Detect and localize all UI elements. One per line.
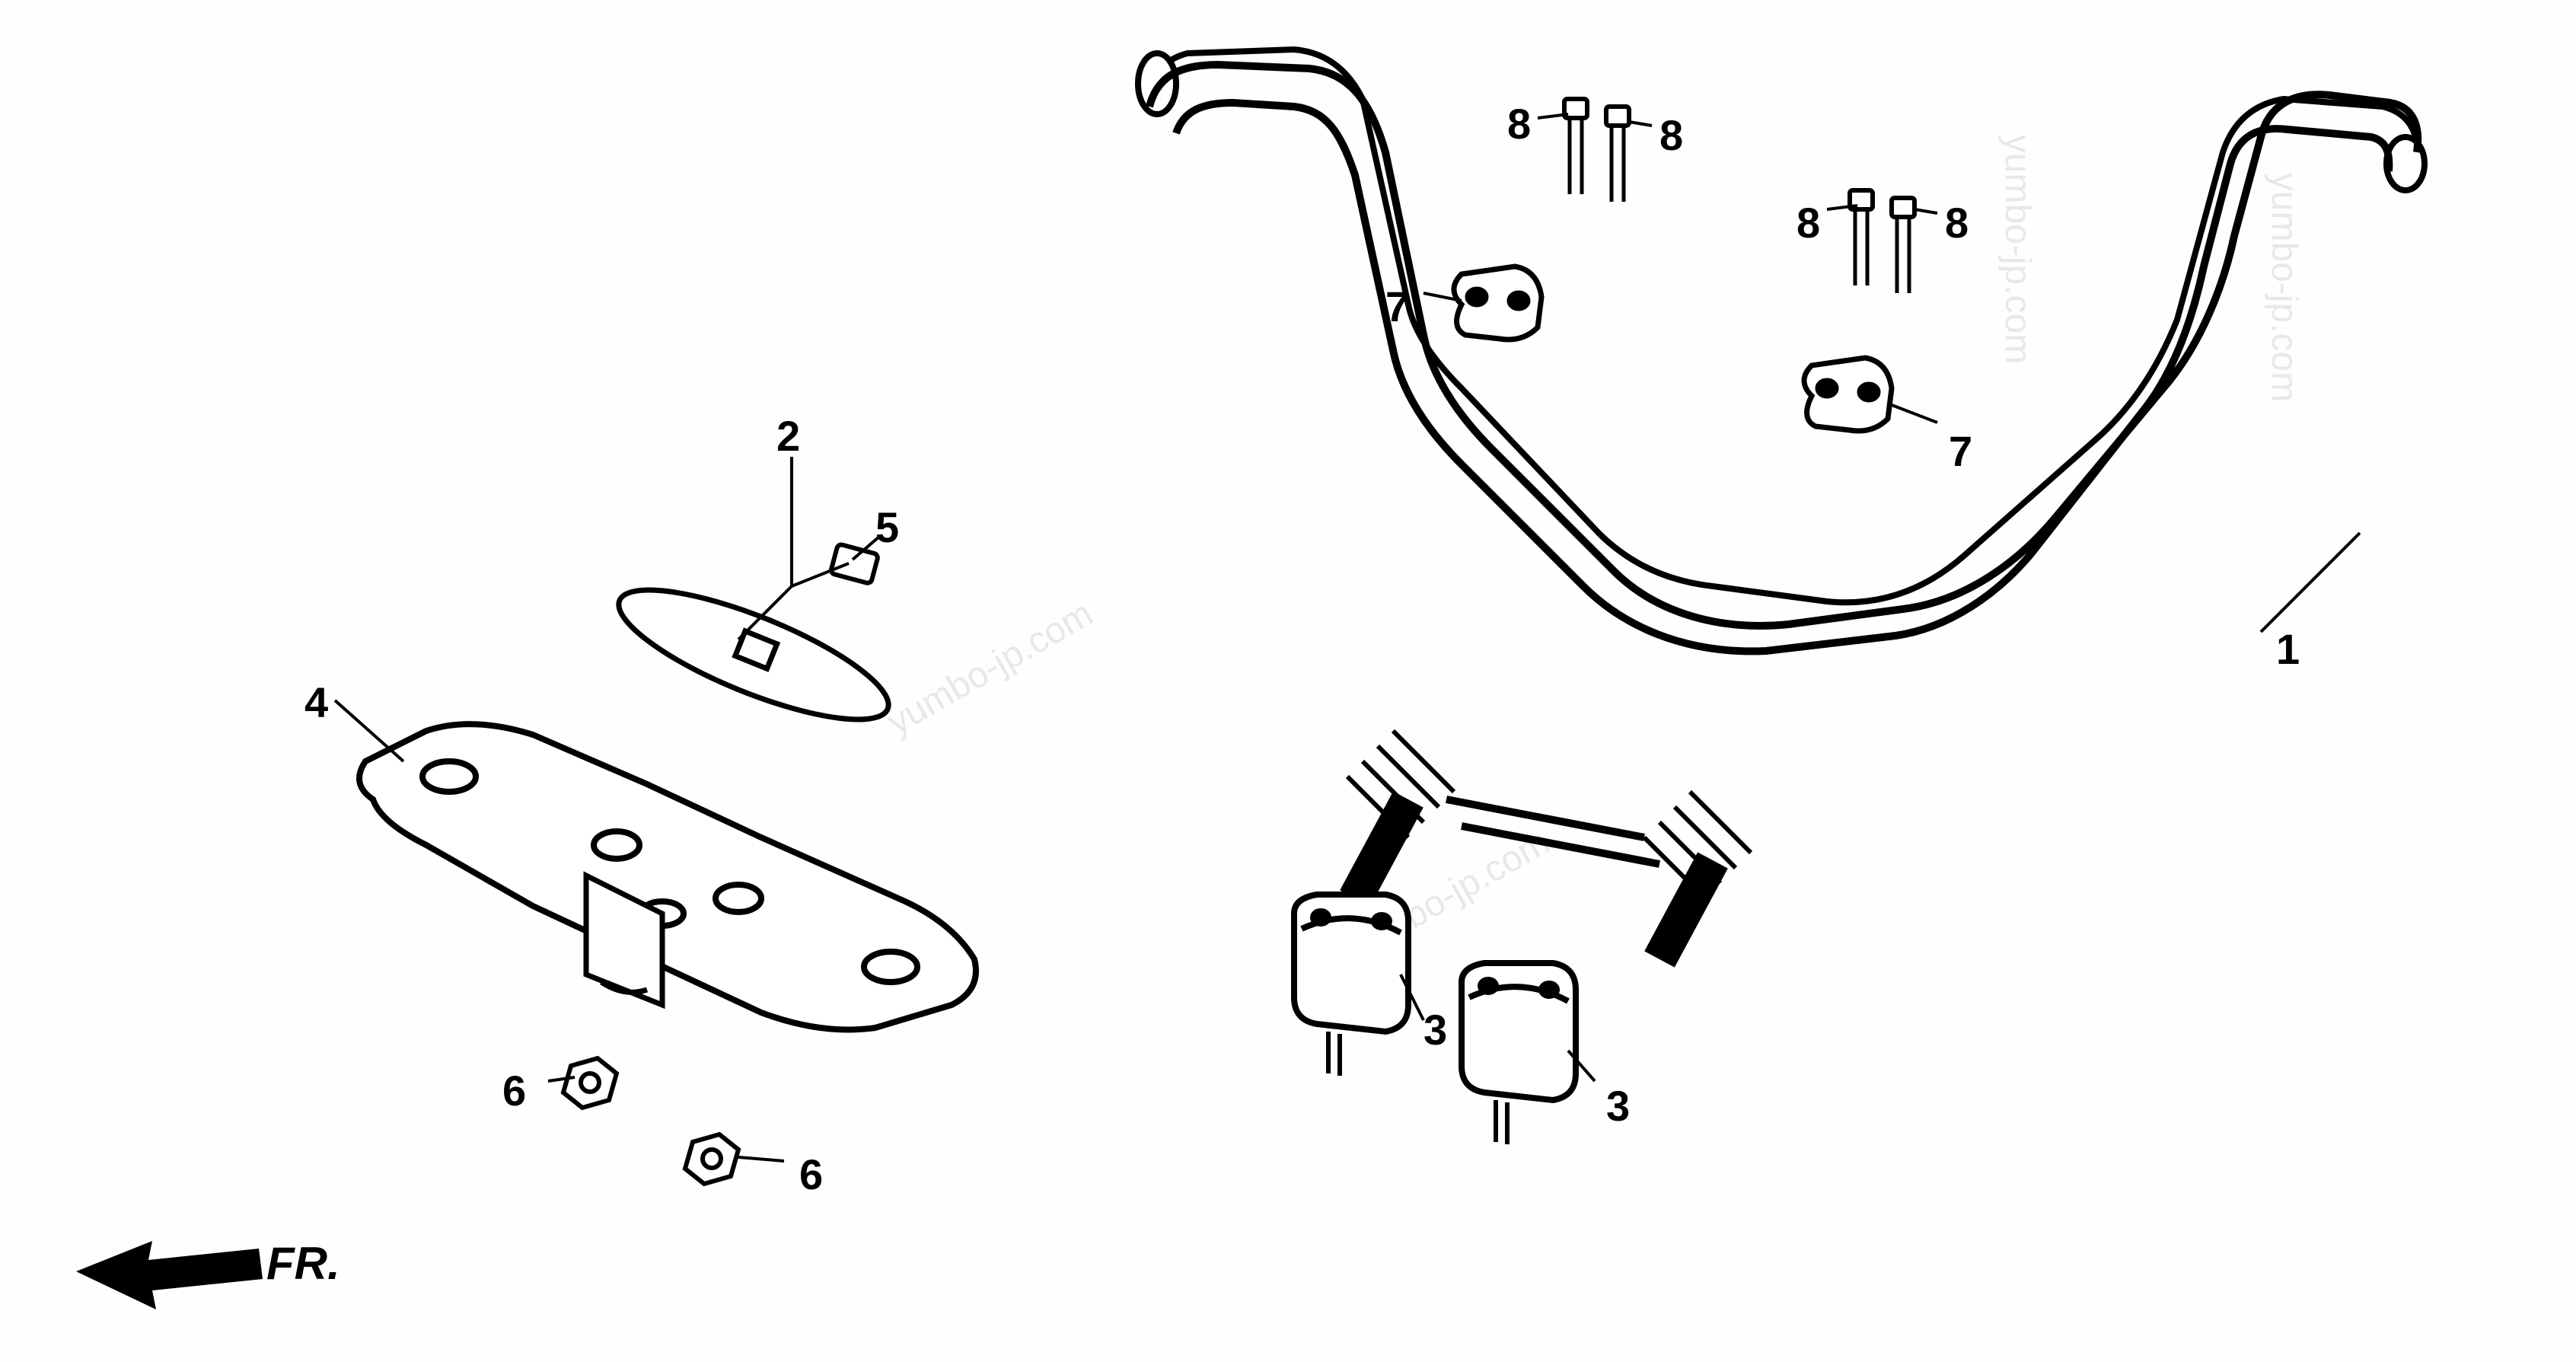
part-label-8: 8	[1507, 99, 1531, 148]
holder-lower-right	[1462, 963, 1576, 1144]
part-label-3: 3	[1423, 1005, 1447, 1054]
bolts	[1564, 99, 1914, 293]
handlebar-part	[1138, 49, 2425, 959]
nut-left	[563, 1058, 617, 1108]
part-label-7: 7	[1385, 282, 1409, 331]
number-plate	[605, 565, 902, 744]
technical-drawing-svg	[0, 0, 2576, 1362]
holder-upper-left	[1454, 266, 1541, 340]
part-label-6: 6	[502, 1066, 526, 1115]
fr-direction-label: FR.	[266, 1237, 340, 1290]
holder-upper-right	[1804, 358, 1892, 431]
part-label-8d: 8	[1945, 198, 1969, 247]
handlebar-main	[1149, 65, 2418, 651]
part-label-3b: 3	[1606, 1081, 1630, 1131]
diagram-container: yumbo-jp.com yumbo-jp.com yumbo-jp.com y…	[0, 0, 2576, 1362]
part-label-7b: 7	[1949, 426, 1972, 476]
part-label-6b: 6	[799, 1150, 823, 1199]
fr-arrow-graphic	[76, 1241, 263, 1309]
holder-lower-left	[1294, 895, 1408, 1076]
part-label-4: 4	[304, 678, 328, 727]
small-plate	[831, 544, 878, 584]
nut-right	[685, 1134, 738, 1184]
part-label-8c: 8	[1797, 198, 1820, 247]
part-label-2: 2	[776, 411, 800, 461]
part-label-1: 1	[2276, 624, 2300, 674]
top-bridge	[359, 724, 976, 1029]
part-label-5: 5	[875, 502, 899, 552]
part-label-8b: 8	[1659, 110, 1683, 160]
